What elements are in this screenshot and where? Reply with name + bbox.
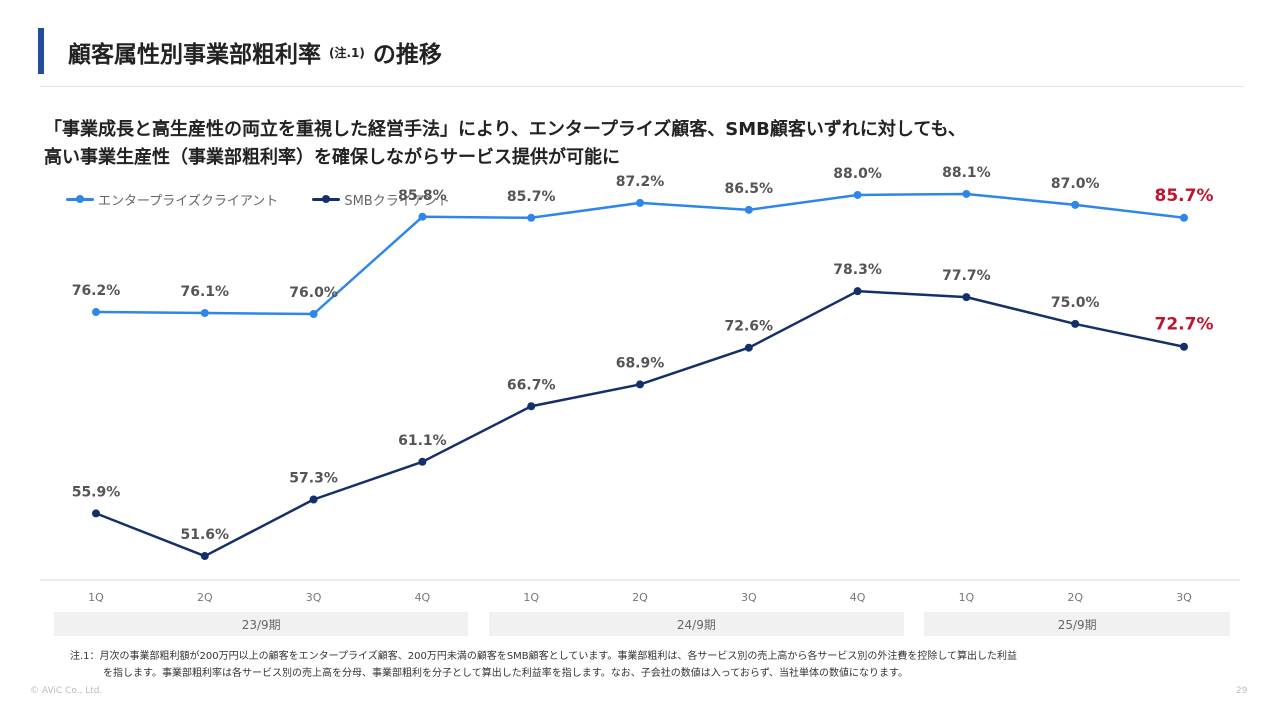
data-point-enterprise: [92, 308, 100, 317]
x-tick-label: 2Q: [197, 591, 213, 604]
data-label-enterprise: 88.0%: [833, 166, 882, 182]
legend-swatch-enterprise: [66, 194, 94, 204]
data-label-smb: 55.9%: [72, 484, 121, 500]
footnote-line-2: を指します。事業部粗利率は各サービス別の売上高を分母、事業部粗利を分子として算出…: [103, 668, 908, 679]
data-label-smb: 51.6%: [181, 527, 230, 543]
data-label-smb: 57.3%: [289, 471, 338, 487]
data-point-enterprise: [962, 189, 971, 198]
x-tick-label: 4Q: [850, 591, 866, 604]
data-point-enterprise: [744, 205, 753, 214]
data-label-enterprise: 85.7%: [1155, 186, 1214, 206]
fiscal-year-label: 24/9期: [489, 612, 904, 636]
data-point-smb: [1071, 319, 1080, 328]
data-label-enterprise: 88.1%: [942, 165, 991, 181]
data-point-enterprise: [200, 309, 209, 318]
chart-legend: エンタープライズクライアント SMBクライアント: [66, 189, 450, 209]
data-label-smb: 77.7%: [942, 268, 991, 284]
data-point-smb: [418, 457, 427, 466]
x-tick-label: 3Q: [1176, 591, 1192, 604]
data-label-enterprise: 87.0%: [1051, 176, 1100, 192]
data-point-smb: [853, 287, 862, 296]
data-label-enterprise: 87.2%: [616, 174, 665, 190]
data-label-enterprise: 85.8%: [398, 188, 447, 204]
data-label-smb: 68.9%: [616, 355, 665, 371]
data-point-smb: [962, 293, 971, 302]
data-point-enterprise: [418, 212, 427, 221]
headline-line-1: 「事業成長と高生産性の両立を重視した経営手法」により、エンタープライズ顧客、SM…: [44, 119, 966, 140]
legend-item-smb: SMBクライアント: [312, 190, 450, 209]
data-label-smb: 61.1%: [398, 433, 447, 449]
fiscal-year-label: 23/9期: [54, 612, 469, 636]
page-title-note: (注.1): [329, 45, 365, 60]
x-tick-label: 1Q: [88, 591, 104, 604]
data-point-smb: [200, 552, 209, 561]
page-number: 29: [1236, 686, 1248, 696]
data-label-smb: 66.7%: [507, 377, 556, 393]
page-title-suffix: の推移: [372, 42, 442, 68]
data-point-smb: [527, 402, 536, 411]
headline-line-2: 高い事業生産性（事業部粗利率）を確保しながらサービス提供が可能に: [44, 147, 620, 168]
x-tick-label: 3Q: [306, 591, 322, 604]
series-line-enterprise: [95, 192, 1185, 316]
data-label-smb: 72.7%: [1155, 315, 1214, 335]
x-tick-label: 2Q: [632, 591, 648, 604]
data-point-enterprise: [636, 198, 644, 207]
data-label-enterprise: 86.5%: [725, 181, 774, 197]
data-point-enterprise: [309, 310, 318, 318]
data-label-smb: 78.3%: [833, 262, 882, 278]
x-tick-label: 1Q: [523, 591, 539, 604]
data-label-enterprise: 76.2%: [72, 283, 121, 299]
x-tick-label: 1Q: [959, 591, 975, 604]
footnote-line-1: 注.1：月次の事業部粗利額が200万円以上の顧客をエンタープライズ顧客、200万…: [70, 651, 1018, 662]
title-divider: [40, 86, 1244, 87]
x-tick-label: 4Q: [415, 591, 431, 604]
copyright: © AViC Co., Ltd.: [30, 686, 103, 696]
legend-swatch-smb: [312, 194, 341, 204]
legend-label-smb: SMBクライアント: [344, 193, 451, 209]
data-point-smb: [1180, 342, 1188, 351]
footnote: 注.1：月次の事業部粗利額が200万円以上の顧客をエンタープライズ顧客、200万…: [70, 648, 1230, 682]
legend-label-enterprise: エンタープライズクライアント: [98, 193, 279, 209]
data-point-smb: [744, 343, 753, 352]
data-point-enterprise: [1180, 213, 1188, 222]
data-point-enterprise: [853, 190, 862, 199]
data-label-smb: 72.6%: [725, 319, 774, 335]
page-title: 顧客属性別事業部粗利率 (注.1) の推移: [68, 30, 442, 74]
data-point-smb: [309, 495, 318, 504]
data-point-smb: [92, 509, 100, 518]
data-point-enterprise: [527, 213, 536, 222]
x-tick-label: 3Q: [741, 591, 757, 604]
data-label-enterprise: 85.7%: [507, 189, 556, 205]
x-tick-label: 2Q: [1067, 591, 1083, 604]
data-point-enterprise: [1071, 200, 1080, 209]
fiscal-year-label: 25/9期: [924, 612, 1230, 636]
data-point-smb: [636, 380, 644, 389]
data-label-enterprise: 76.0%: [289, 285, 338, 301]
legend-item-enterprise: エンタープライズクライアント: [66, 190, 278, 209]
data-label-enterprise: 76.1%: [181, 284, 230, 300]
page-title-main: 顧客属性別事業部粗利率: [68, 42, 321, 68]
headline-message: 「事業成長と高生産性の両立を重視した経営手法」により、エンタープライズ顧客、SM…: [44, 116, 1234, 172]
title-accent-bar: [38, 28, 44, 74]
series-line-smb: [95, 289, 1185, 558]
data-label-smb: 75.0%: [1051, 295, 1100, 311]
